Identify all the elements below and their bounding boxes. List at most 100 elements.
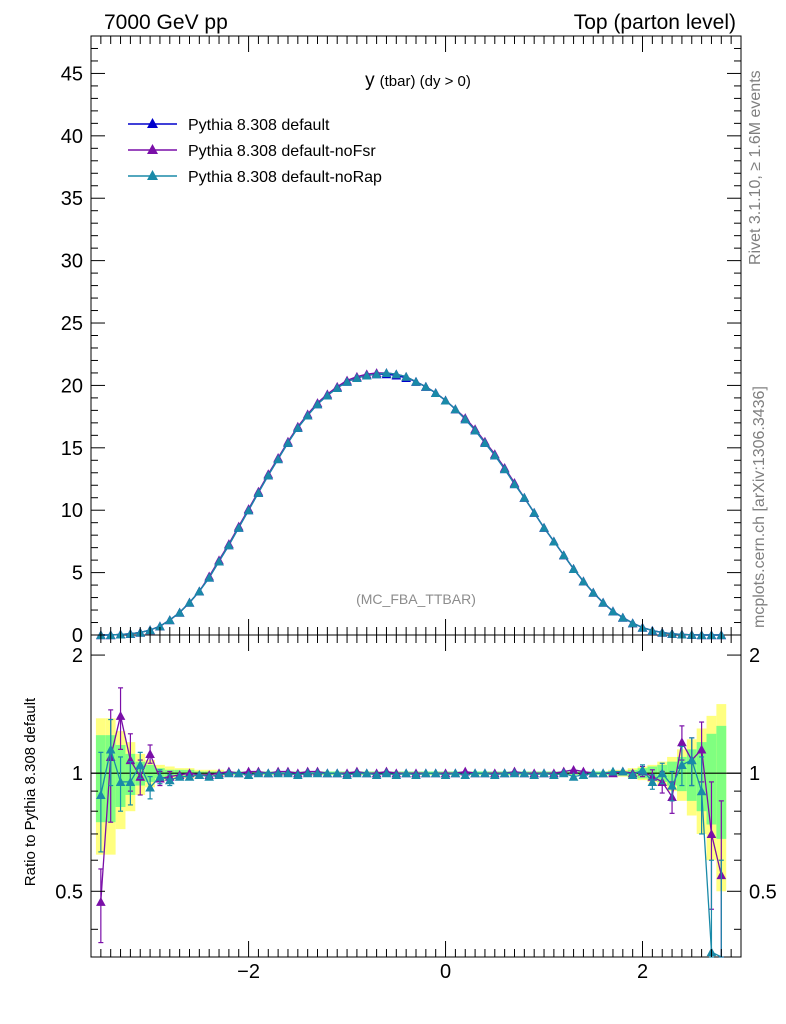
ratio-point-norap: [312, 768, 323, 778]
ratio-point-norap: [233, 768, 244, 778]
data-point-norap: [273, 454, 283, 464]
ratio-point-norap: [489, 770, 500, 779]
data-point-norap: [470, 425, 480, 435]
data-point-norap: [204, 572, 214, 582]
ratio-point-norap: [115, 777, 126, 786]
data-point-norap: [233, 522, 244, 532]
ratio-point-norap: [677, 760, 687, 769]
ratio-line-norap: [100, 746, 722, 958]
ratio-point-norap: [145, 782, 155, 792]
ratio-point-norap: [381, 768, 392, 778]
data-point-norap: [450, 404, 461, 414]
data-point-norap: [509, 479, 520, 489]
ratio-point-norap: [293, 770, 303, 779]
ratio-point-nofsr: [696, 744, 707, 754]
ratio-point-norap: [558, 768, 569, 778]
ratio-point-norap: [460, 770, 471, 779]
ratio-y-tick-label-right: 2: [749, 645, 760, 667]
data-point-norap: [283, 438, 293, 447]
data-point-norap: [401, 371, 411, 381]
ratio-point-nofsr: [96, 897, 106, 906]
data-point-norap: [155, 621, 165, 631]
data-point-norap: [391, 369, 402, 379]
data-point-norap: [342, 376, 352, 386]
data-point-norap: [568, 564, 579, 573]
x-axis-tick-label: 0: [440, 961, 451, 983]
ratio-point-norap: [273, 768, 283, 778]
ratio-point-norap: [627, 770, 638, 779]
data-point-norap: [352, 373, 362, 383]
ratio-point-norap: [174, 771, 185, 781]
data-point-norap: [480, 438, 490, 447]
ratio-point-nofsr: [568, 765, 579, 774]
ratio-point-norap: [411, 770, 421, 779]
ratio-point-norap: [283, 768, 293, 778]
data-point-norap: [332, 383, 343, 392]
ratio-band-green: [716, 725, 727, 839]
side-label-rivet: Rivet 3.1.10, ≥ 1.6M events: [747, 70, 764, 265]
ratio-point-norap: [618, 766, 628, 776]
header-right: Top (parton level): [574, 11, 736, 34]
series-line-norap: [100, 372, 722, 636]
data-point-norap: [293, 423, 303, 432]
plot-title-sub: (tbar) (dy > 0): [380, 73, 471, 90]
ratio-point-norap: [243, 770, 254, 779]
legend-label-norap: Pythia 8.308 default-noRap: [188, 169, 382, 186]
ratio-y-axis-label: Ratio to Pythia 8.308 default: [22, 697, 39, 886]
legend-label-default: Pythia 8.308 default: [188, 117, 330, 134]
data-point-norap: [618, 612, 628, 622]
ratio-point-norap: [529, 770, 539, 779]
ratio-point-norap: [204, 771, 214, 781]
y-axis-tick-label: 40: [61, 126, 83, 148]
ratio-point-nofsr: [145, 749, 155, 758]
plot-title-main: y: [365, 70, 375, 91]
data-point-norap: [460, 414, 471, 424]
data-point-norap: [499, 464, 510, 474]
ratio-y-tick-label-right: 0.5: [749, 881, 777, 903]
legend-marker-nofsr: [147, 144, 158, 154]
data-point-norap: [263, 470, 274, 480]
ratio-point-norap: [253, 768, 264, 778]
header-left: 7000 GeV pp: [104, 11, 228, 34]
ratio-point-norap: [509, 768, 520, 778]
data-point-norap: [224, 540, 234, 550]
data-point-norap: [598, 597, 608, 607]
ratio-plot-data: [91, 687, 741, 958]
data-point-norap: [549, 536, 559, 546]
ratio-point-norap: [361, 768, 372, 778]
data-point-norap: [529, 507, 539, 517]
ratio-point-norap: [105, 744, 116, 754]
data-point-norap: [381, 368, 392, 378]
ratio-point-norap: [96, 790, 106, 800]
y-axis-tick-label: 25: [61, 313, 83, 335]
legend-entry-nofsr: Pythia 8.308 default-noFsr: [128, 143, 376, 160]
ratio-point-norap: [184, 771, 195, 781]
data-point-norap: [608, 606, 618, 616]
ratio-point-norap: [539, 768, 549, 778]
ratio-point-norap: [667, 780, 677, 790]
x-axis-tick-label: −2: [237, 961, 260, 983]
ratio-point-norap: [686, 755, 697, 765]
ratio-point-norap: [125, 777, 136, 786]
ratio-point-norap: [155, 771, 165, 781]
data-point-norap: [361, 370, 372, 380]
ratio-plot-frame: [90, 634, 742, 958]
ratio-y-tick-label: 2: [72, 645, 83, 667]
ratio-point-norap: [637, 765, 648, 774]
ratio-point-norap: [608, 766, 618, 776]
data-point-norap: [174, 607, 185, 617]
ratio-point-norap: [549, 770, 559, 779]
data-point-norap: [489, 450, 500, 460]
data-point-norap: [421, 381, 431, 391]
ratio-point-norap: [135, 760, 146, 769]
ratio-point-norap: [322, 768, 333, 778]
data-point-norap: [253, 487, 264, 497]
data-point-norap: [558, 550, 569, 560]
ratio-point-norap: [588, 768, 599, 778]
ratio-point-norap: [224, 768, 234, 778]
data-point-norap: [539, 522, 549, 532]
ratio-point-norap: [657, 768, 668, 778]
ratio-point-norap: [568, 771, 579, 781]
data-point-norap: [627, 618, 638, 628]
